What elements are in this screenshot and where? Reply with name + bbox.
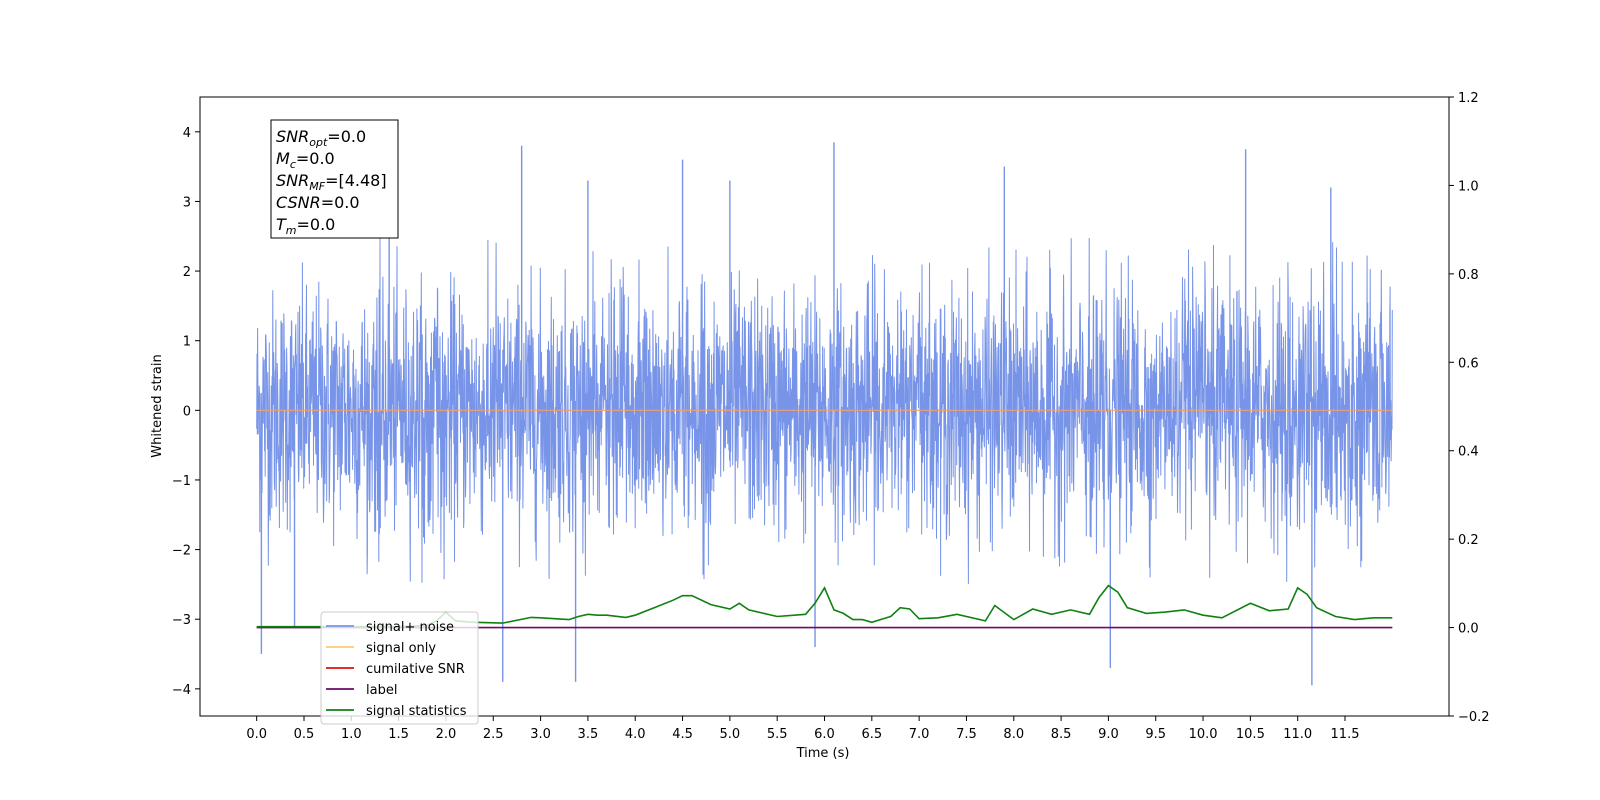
info-line: Tm=0.0: [276, 215, 335, 237]
legend-label: cumilative SNR: [366, 662, 465, 677]
info-box: SNRopt=0.0Mc=0.0SNRMF=[4.48]CSNR=0.0Tm=0…: [270, 119, 399, 239]
x-tick-label: 10.5: [1236, 727, 1265, 742]
x-tick-label: 7.5: [956, 727, 977, 742]
noise-line: [256, 237, 1393, 584]
x-axis-label: Time (s): [796, 746, 850, 761]
info-box-frame: [270, 119, 399, 239]
x-tick-label: 9.0: [1098, 727, 1119, 742]
y-tick-label-left: 2: [183, 265, 191, 280]
info-line: Mc=0.0: [276, 149, 335, 171]
y-tick-label-left: −2: [172, 544, 191, 559]
y-tick-label-right: −0.2: [1458, 710, 1490, 725]
x-tick-label: 10.0: [1189, 727, 1218, 742]
x-tick-label: 9.5: [1145, 727, 1166, 742]
y-tick-label-left: 3: [183, 195, 191, 210]
y-tick-label-right: 0.8: [1458, 268, 1479, 283]
info-base: SNR: [276, 171, 309, 190]
x-tick-label: 11.0: [1283, 727, 1312, 742]
info-value: =0.0: [321, 193, 360, 212]
info-sub: m: [286, 224, 297, 237]
x-tick-label: 5.5: [767, 727, 788, 742]
x-tick-label: 8.5: [1051, 727, 1072, 742]
x-tick-label: 1.0: [341, 727, 362, 742]
info-base: T: [276, 215, 287, 234]
info-value: =0.0: [296, 149, 335, 168]
x-tick-label: 2.0: [436, 727, 457, 742]
y-axis-label: Whitened strain: [150, 354, 165, 457]
x-axis: 0.0 0.5 1.0 1.5 2.0 2.5 3.0 3.5 4.0 4.5 5.0 5.5 6.0 6…: [246, 716, 1359, 742]
info-sub: c: [290, 158, 296, 171]
x-tick-label: 6.5: [861, 727, 882, 742]
legend-label: signal statistics: [366, 704, 467, 719]
info-base: M: [276, 149, 290, 168]
y-tick-label-right: 0.6: [1458, 356, 1479, 371]
y-tick-label-right: 1.0: [1458, 179, 1479, 194]
y-tick-label-right: 0.0: [1458, 622, 1479, 637]
info-value: =0.0: [327, 127, 366, 146]
info-value: =[4.48]: [325, 171, 387, 190]
x-tick-label: 3.5: [578, 727, 599, 742]
y-tick-label-left: 0: [183, 404, 191, 419]
statistics-line: [256, 584, 1393, 628]
info-base: SNR: [276, 127, 309, 146]
legend-frame: [320, 611, 479, 725]
y-tick-label-left: 4: [183, 126, 191, 141]
y-axis-left: 4 3 2 1 0 −1 −2 −3 −4: [172, 126, 200, 698]
x-tick-label: 2.5: [483, 727, 504, 742]
info-sub: MF: [309, 180, 325, 193]
x-tick-label: 0.5: [294, 727, 315, 742]
info-line: SNRopt=0.0: [276, 127, 366, 149]
legend-label: signal+ noise: [366, 620, 454, 635]
x-tick-label: 7.0: [909, 727, 930, 742]
legend-label: signal only: [366, 641, 436, 656]
noise-series: [256, 142, 1393, 686]
legend-label: label: [366, 683, 397, 698]
y-tick-label-left: −3: [172, 613, 191, 628]
legend: signal+ noise signal only cumilative SNR la…: [320, 611, 479, 725]
x-tick-label: 0.0: [246, 727, 267, 742]
info-line: CSNR=0.0: [276, 193, 360, 212]
y-tick-label-right: 0.4: [1458, 445, 1479, 460]
y-axis-right: 1.2 1.0 0.8 0.6 0.4 0.2 0.0 −0.2: [1449, 91, 1490, 725]
x-tick-label: 4.5: [672, 727, 693, 742]
info-base: CSNR: [276, 193, 321, 212]
info-line: SNRMF=[4.48]: [276, 171, 387, 193]
x-tick-label: 5.0: [720, 727, 741, 742]
y-tick-label-right: 1.2: [1458, 91, 1479, 106]
x-tick-label: 1.5: [388, 727, 409, 742]
info-value: =0.0: [297, 215, 336, 234]
x-tick-label: 11.5: [1331, 727, 1360, 742]
x-tick-label: 8.0: [1003, 727, 1024, 742]
y-tick-label-left: −1: [172, 474, 191, 489]
y-tick-label-right: 0.2: [1458, 533, 1479, 548]
x-tick-label: 3.0: [530, 727, 551, 742]
x-tick-label: 4.0: [625, 727, 646, 742]
info-sub: opt: [309, 136, 328, 149]
y-tick-label-left: −4: [172, 683, 191, 698]
y-tick-label-left: 1: [183, 335, 191, 350]
x-tick-label: 6.0: [814, 727, 835, 742]
